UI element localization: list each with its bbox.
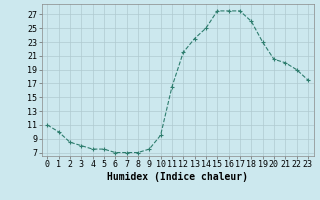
X-axis label: Humidex (Indice chaleur): Humidex (Indice chaleur) [107,172,248,182]
